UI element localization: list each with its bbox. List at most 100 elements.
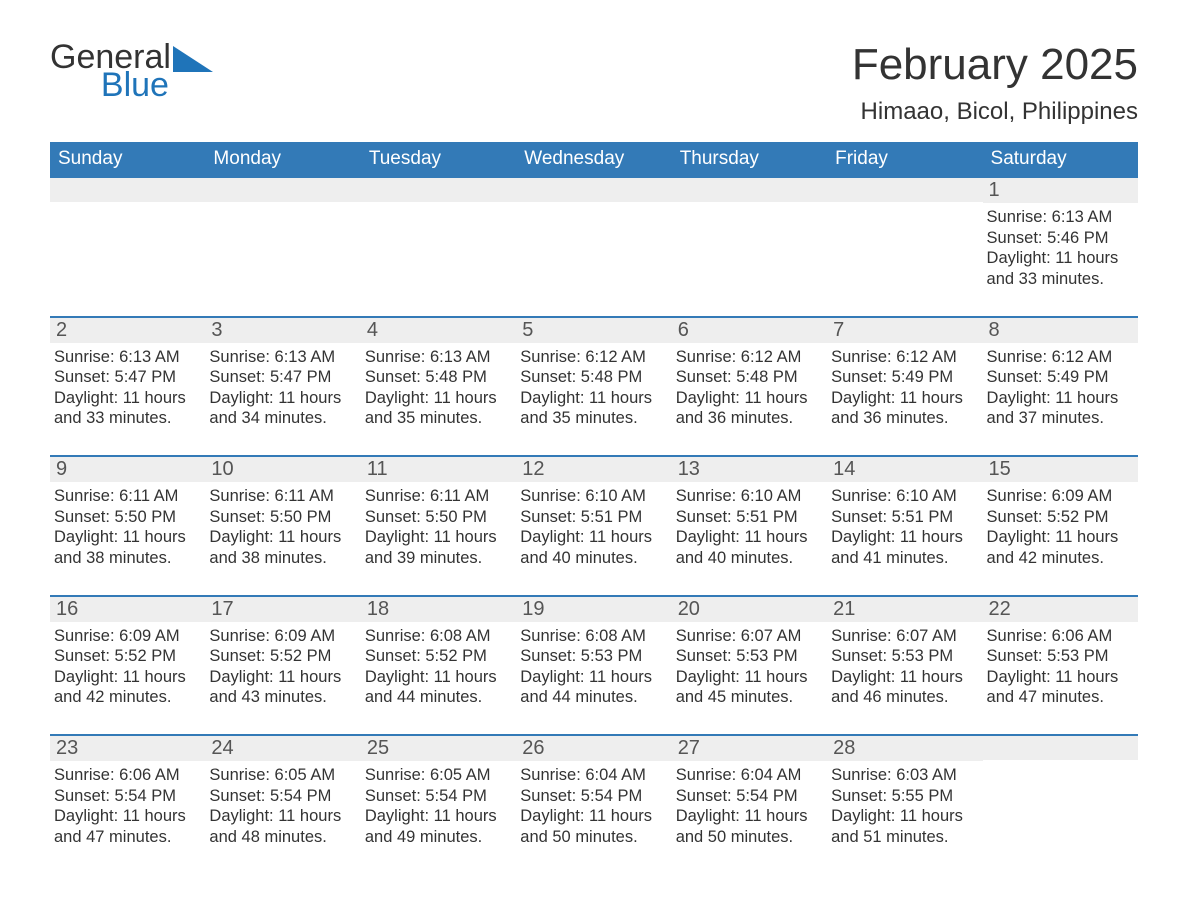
daylight-text: Daylight: 11 hours and 49 minutes. [365,806,512,847]
sunset-text: Sunset: 5:52 PM [365,646,512,667]
day-number: 5 [516,318,671,343]
day-number: 20 [672,597,827,622]
sunrise-text: Sunrise: 6:12 AM [520,347,667,368]
day-body: Sunrise: 6:09 AMSunset: 5:52 PMDaylight:… [50,622,205,735]
day-header: Thursday [672,142,827,177]
daylight-text: Daylight: 11 hours and 47 minutes. [987,667,1134,708]
day-cell: 13Sunrise: 6:10 AMSunset: 5:51 PMDayligh… [672,456,827,596]
day-number: 24 [205,736,360,761]
day-number [361,178,516,202]
day-header: Saturday [983,142,1138,177]
day-cell [205,177,360,317]
day-body: Sunrise: 6:06 AMSunset: 5:54 PMDaylight:… [50,761,205,874]
sunrise-text: Sunrise: 6:08 AM [520,626,667,647]
day-cell: 20Sunrise: 6:07 AMSunset: 5:53 PMDayligh… [672,596,827,736]
sunset-text: Sunset: 5:55 PM [831,786,978,807]
day-cell: 9Sunrise: 6:11 AMSunset: 5:50 PMDaylight… [50,456,205,596]
day-cell [50,177,205,317]
day-cell [516,177,671,317]
day-header: Sunday [50,142,205,177]
day-cell: 27Sunrise: 6:04 AMSunset: 5:54 PMDayligh… [672,735,827,874]
day-cell: 5Sunrise: 6:12 AMSunset: 5:48 PMDaylight… [516,317,671,457]
day-cell: 25Sunrise: 6:05 AMSunset: 5:54 PMDayligh… [361,735,516,874]
sunrise-text: Sunrise: 6:12 AM [676,347,823,368]
day-cell: 12Sunrise: 6:10 AMSunset: 5:51 PMDayligh… [516,456,671,596]
sunrise-text: Sunrise: 6:07 AM [676,626,823,647]
day-number: 4 [361,318,516,343]
sunrise-text: Sunrise: 6:11 AM [54,486,201,507]
sunrise-text: Sunrise: 6:07 AM [831,626,978,647]
day-cell [361,177,516,317]
day-cell: 18Sunrise: 6:08 AMSunset: 5:52 PMDayligh… [361,596,516,736]
sunrise-text: Sunrise: 6:03 AM [831,765,978,786]
logo: General Blue [50,40,213,102]
header: General Blue February 2025 Himaao, Bicol… [50,40,1138,126]
sunset-text: Sunset: 5:51 PM [831,507,978,528]
sunrise-text: Sunrise: 6:08 AM [365,626,512,647]
day-body: Sunrise: 6:05 AMSunset: 5:54 PMDaylight:… [361,761,516,874]
calendar-table: Sunday Monday Tuesday Wednesday Thursday… [50,142,1138,874]
day-body: Sunrise: 6:12 AMSunset: 5:48 PMDaylight:… [672,343,827,456]
daylight-text: Daylight: 11 hours and 40 minutes. [520,527,667,568]
sunset-text: Sunset: 5:48 PM [676,367,823,388]
day-body: Sunrise: 6:06 AMSunset: 5:53 PMDaylight:… [983,622,1138,735]
day-body [361,202,516,292]
day-cell: 23Sunrise: 6:06 AMSunset: 5:54 PMDayligh… [50,735,205,874]
sunset-text: Sunset: 5:53 PM [987,646,1134,667]
sunrise-text: Sunrise: 6:11 AM [209,486,356,507]
day-body: Sunrise: 6:04 AMSunset: 5:54 PMDaylight:… [672,761,827,874]
sunrise-text: Sunrise: 6:13 AM [365,347,512,368]
day-body: Sunrise: 6:07 AMSunset: 5:53 PMDaylight:… [672,622,827,735]
day-body: Sunrise: 6:12 AMSunset: 5:48 PMDaylight:… [516,343,671,456]
day-body: Sunrise: 6:04 AMSunset: 5:54 PMDaylight:… [516,761,671,874]
sunset-text: Sunset: 5:51 PM [676,507,823,528]
sunrise-text: Sunrise: 6:04 AM [520,765,667,786]
sunrise-text: Sunrise: 6:05 AM [209,765,356,786]
day-cell [983,735,1138,874]
logo-text: General Blue [50,40,171,102]
sunset-text: Sunset: 5:53 PM [676,646,823,667]
day-cell: 24Sunrise: 6:05 AMSunset: 5:54 PMDayligh… [205,735,360,874]
day-cell [672,177,827,317]
day-body: Sunrise: 6:07 AMSunset: 5:53 PMDaylight:… [827,622,982,735]
day-body [516,202,671,292]
day-cell: 4Sunrise: 6:13 AMSunset: 5:48 PMDaylight… [361,317,516,457]
sunrise-text: Sunrise: 6:11 AM [365,486,512,507]
day-body: Sunrise: 6:11 AMSunset: 5:50 PMDaylight:… [205,482,360,595]
sunset-text: Sunset: 5:49 PM [831,367,978,388]
day-header: Tuesday [361,142,516,177]
day-number: 17 [205,597,360,622]
daylight-text: Daylight: 11 hours and 36 minutes. [676,388,823,429]
day-header: Wednesday [516,142,671,177]
day-body: Sunrise: 6:11 AMSunset: 5:50 PMDaylight:… [50,482,205,595]
day-body: Sunrise: 6:13 AMSunset: 5:48 PMDaylight:… [361,343,516,456]
day-body: Sunrise: 6:10 AMSunset: 5:51 PMDaylight:… [672,482,827,595]
daylight-text: Daylight: 11 hours and 33 minutes. [987,248,1134,289]
sunset-text: Sunset: 5:47 PM [54,367,201,388]
day-number: 8 [983,318,1138,343]
day-number: 15 [983,457,1138,482]
sunset-text: Sunset: 5:54 PM [54,786,201,807]
daylight-text: Daylight: 11 hours and 37 minutes. [987,388,1134,429]
daylight-text: Daylight: 11 hours and 38 minutes. [209,527,356,568]
week-row: 16Sunrise: 6:09 AMSunset: 5:52 PMDayligh… [50,596,1138,736]
day-body: Sunrise: 6:13 AMSunset: 5:46 PMDaylight:… [983,203,1138,316]
day-body [983,760,1138,850]
daylight-text: Daylight: 11 hours and 38 minutes. [54,527,201,568]
sunset-text: Sunset: 5:51 PM [520,507,667,528]
day-cell: 16Sunrise: 6:09 AMSunset: 5:52 PMDayligh… [50,596,205,736]
day-body [205,202,360,292]
day-cell: 2Sunrise: 6:13 AMSunset: 5:47 PMDaylight… [50,317,205,457]
daylight-text: Daylight: 11 hours and 45 minutes. [676,667,823,708]
sunset-text: Sunset: 5:54 PM [209,786,356,807]
day-number [50,178,205,202]
day-number: 2 [50,318,205,343]
day-header: Friday [827,142,982,177]
sunrise-text: Sunrise: 6:06 AM [987,626,1134,647]
daylight-text: Daylight: 11 hours and 42 minutes. [54,667,201,708]
daylight-text: Daylight: 11 hours and 36 minutes. [831,388,978,429]
day-body: Sunrise: 6:05 AMSunset: 5:54 PMDaylight:… [205,761,360,874]
day-body [827,202,982,292]
sunset-text: Sunset: 5:49 PM [987,367,1134,388]
day-number [827,178,982,202]
